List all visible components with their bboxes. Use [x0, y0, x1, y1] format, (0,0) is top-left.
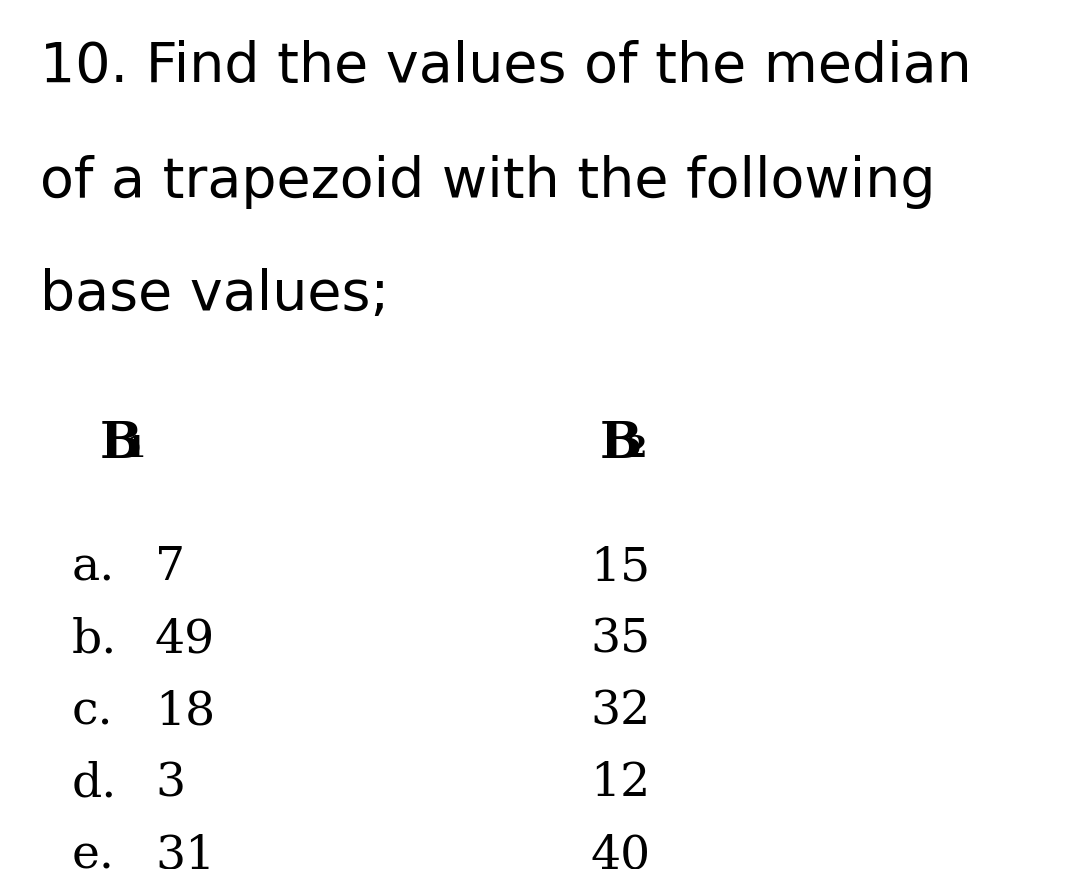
- Text: B: B: [600, 420, 642, 469]
- Text: 40: 40: [589, 833, 650, 869]
- Text: c.: c.: [72, 689, 113, 734]
- Text: base values;: base values;: [41, 268, 389, 322]
- Text: 31: 31: [155, 833, 215, 869]
- Text: 10. Find the values of the median: 10. Find the values of the median: [41, 40, 972, 94]
- Text: 2: 2: [626, 434, 646, 462]
- Text: 15: 15: [589, 545, 650, 590]
- Text: of a trapezoid with the following: of a trapezoid with the following: [41, 155, 936, 209]
- Text: 18: 18: [155, 689, 215, 734]
- Text: d.: d.: [72, 761, 117, 806]
- Text: 7: 7: [155, 545, 185, 590]
- Text: e.: e.: [72, 833, 115, 869]
- Text: b.: b.: [72, 617, 117, 662]
- Text: B: B: [100, 420, 142, 469]
- Text: 12: 12: [589, 761, 650, 806]
- Text: 32: 32: [589, 689, 650, 734]
- Text: a.: a.: [72, 545, 115, 590]
- Text: 3: 3: [155, 761, 185, 806]
- Text: 35: 35: [589, 617, 650, 662]
- Text: 1: 1: [126, 434, 146, 462]
- Text: 49: 49: [155, 617, 215, 662]
